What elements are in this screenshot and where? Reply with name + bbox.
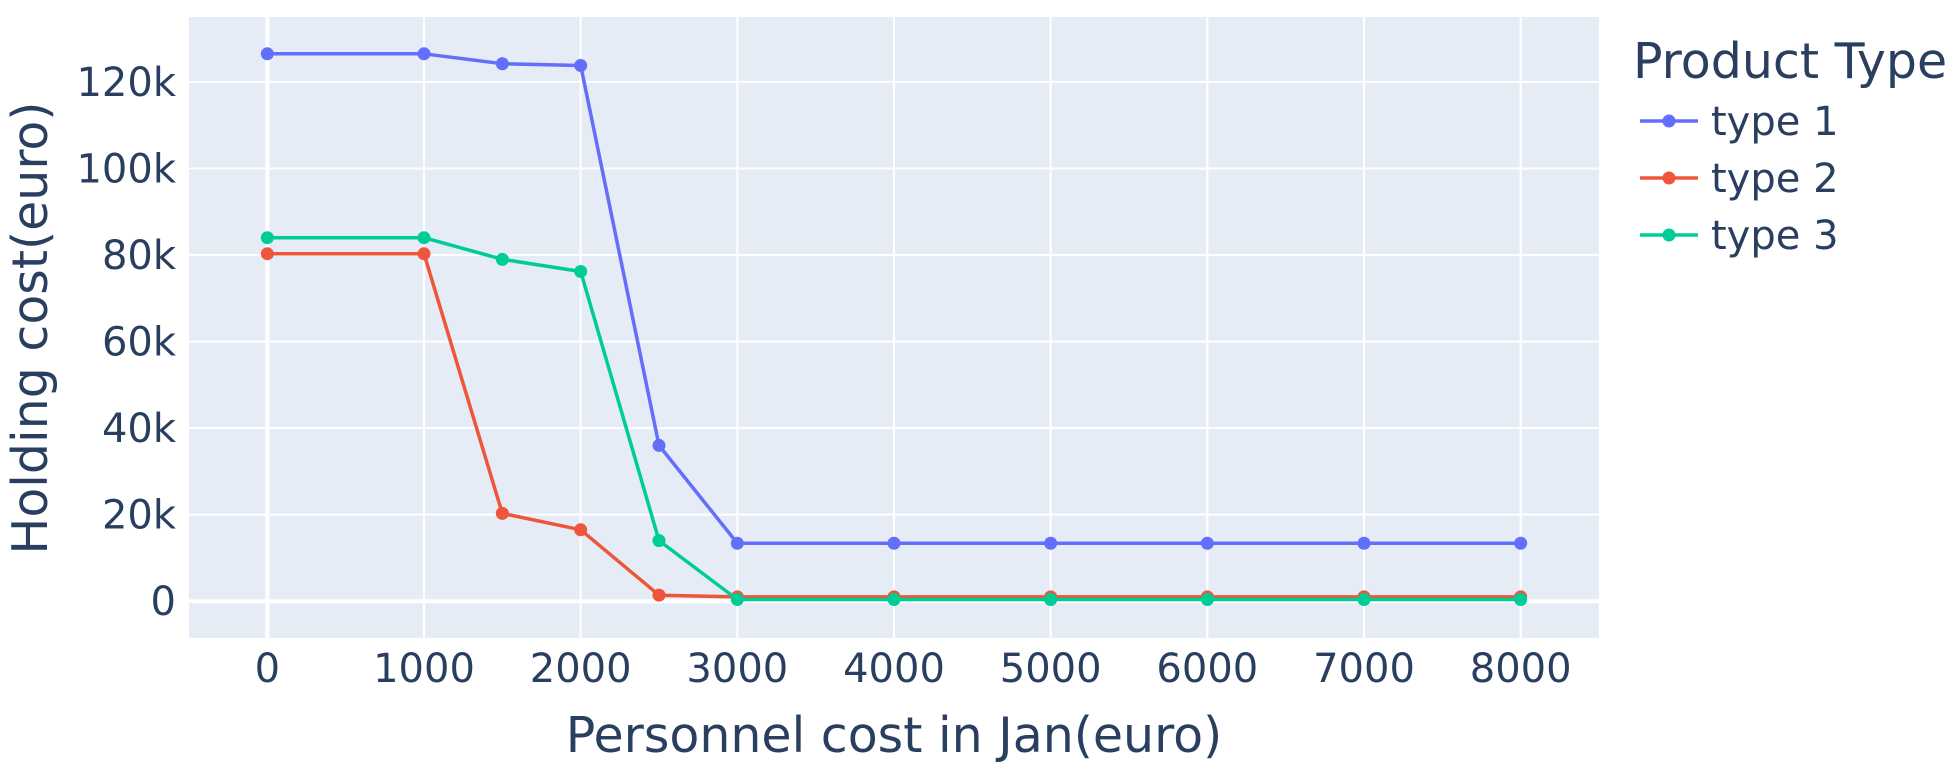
data-point-type-1 bbox=[1357, 536, 1371, 550]
x-tick-label: 1000 bbox=[373, 646, 475, 692]
x-tick-label: 7000 bbox=[1313, 646, 1415, 692]
data-point-type-1 bbox=[417, 47, 431, 61]
y-tick-label: 60k bbox=[102, 320, 177, 366]
x-tick-label: 5000 bbox=[1000, 646, 1102, 692]
legend-item-type-3[interactable]: type 3 bbox=[1640, 213, 1839, 259]
data-point-type-3 bbox=[1044, 592, 1058, 606]
data-point-type-3 bbox=[1200, 592, 1214, 606]
data-point-type-1 bbox=[730, 536, 744, 550]
data-point-type-2 bbox=[652, 588, 666, 602]
data-point-type-1 bbox=[1044, 536, 1058, 550]
y-tick-label: 20k bbox=[102, 493, 177, 539]
data-point-type-1 bbox=[652, 438, 666, 452]
data-point-type-1 bbox=[260, 47, 274, 61]
x-tick-label: 8000 bbox=[1470, 646, 1572, 692]
series-type-1 bbox=[260, 47, 1528, 550]
legend-item-type-2[interactable]: type 2 bbox=[1640, 156, 1839, 202]
x-tick-label: 6000 bbox=[1156, 646, 1258, 692]
y-tick-labels: 0 20k 40k 60k 80k 100k 120k bbox=[76, 60, 176, 625]
x-tick-label: 3000 bbox=[686, 646, 788, 692]
data-point-type-3 bbox=[887, 592, 901, 606]
x-tick-label: 4000 bbox=[843, 646, 945, 692]
series-layer bbox=[260, 47, 1528, 606]
data-point-type-1 bbox=[1200, 536, 1214, 550]
data-point-type-3 bbox=[574, 264, 588, 278]
x-tick-label: 0 bbox=[255, 646, 280, 692]
y-tick-label: 40k bbox=[102, 406, 177, 452]
x-axis-title: Personnel cost in Jan(euro) bbox=[566, 707, 1223, 764]
data-point-type-3 bbox=[730, 592, 744, 606]
data-point-type-2 bbox=[495, 506, 509, 520]
data-point-type-3 bbox=[652, 534, 666, 548]
legend-label: type 3 bbox=[1711, 213, 1839, 259]
legend-swatch-marker bbox=[1662, 228, 1676, 242]
legend-swatch-marker bbox=[1662, 171, 1676, 185]
data-point-type-3 bbox=[1514, 592, 1528, 606]
data-point-type-1 bbox=[574, 58, 588, 72]
data-point-type-2 bbox=[417, 247, 431, 261]
data-point-type-1 bbox=[887, 536, 901, 550]
legend-item-type-1[interactable]: type 1 bbox=[1640, 99, 1839, 145]
data-point-type-3 bbox=[495, 252, 509, 266]
x-tick-labels: 0 1000 2000 3000 4000 5000 6000 7000 8000 bbox=[255, 646, 1572, 692]
y-tick-label: 100k bbox=[76, 146, 176, 192]
legend-label: type 1 bbox=[1711, 99, 1839, 145]
data-point-type-3 bbox=[1357, 592, 1371, 606]
legend-label: type 2 bbox=[1711, 156, 1839, 202]
series-type-3 bbox=[260, 231, 1528, 606]
data-point-type-3 bbox=[260, 231, 274, 245]
legend-title: Product Type bbox=[1633, 33, 1947, 90]
x-gridlines bbox=[265, 17, 1522, 638]
data-point-type-2 bbox=[260, 247, 274, 261]
data-point-type-3 bbox=[417, 231, 431, 245]
data-point-type-2 bbox=[574, 523, 588, 537]
y-axis-title: Holding cost(euro) bbox=[2, 101, 59, 554]
data-point-type-1 bbox=[495, 57, 509, 71]
legend-swatch-marker bbox=[1662, 114, 1676, 128]
y-tick-label: 0 bbox=[151, 579, 176, 625]
data-point-type-1 bbox=[1514, 536, 1528, 550]
y-tick-label: 120k bbox=[76, 60, 176, 106]
legend: Product Type type 1 type 2 type 3 bbox=[1633, 33, 1947, 259]
y-tick-label: 80k bbox=[102, 233, 177, 279]
x-tick-label: 2000 bbox=[530, 646, 632, 692]
